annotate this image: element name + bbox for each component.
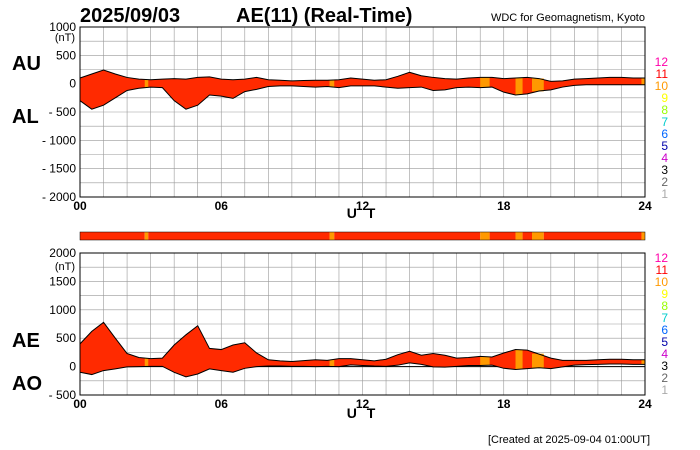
station-count-label: 10 [655, 275, 669, 289]
status-segment [515, 232, 523, 240]
station-count-label: 12 [655, 55, 669, 69]
station-count-label: 5 [661, 139, 668, 153]
x-tick-label: 18 [497, 397, 511, 411]
station-count-label: 10 [655, 79, 669, 93]
unit-label: (nT) [55, 32, 75, 44]
status-segment [80, 232, 145, 240]
highlight-band [144, 358, 149, 367]
highlight-band [144, 79, 149, 88]
series-line-ao [79, 362, 645, 378]
plot-frame [79, 26, 646, 198]
station-count-label: 8 [661, 299, 668, 313]
highlight-band [532, 353, 544, 368]
lower-index-label: AO [12, 373, 42, 395]
status-bar [79, 231, 646, 241]
x-tick-label: 06 [215, 199, 229, 213]
y-tick-label: 500 [56, 331, 76, 345]
unit-label: (nT) [55, 261, 75, 273]
station-count-label: 11 [656, 263, 669, 277]
upper-index-label: AU [12, 53, 41, 75]
y-tick-label: 1000 [49, 20, 76, 34]
status-segment [489, 232, 516, 240]
status-segment [334, 232, 481, 240]
y-tick-label: - 500 [49, 388, 77, 402]
x-tick-label: 24 [638, 397, 652, 411]
station-count-label: 1 [661, 383, 668, 397]
status-segment [641, 232, 645, 240]
highlight-band [480, 77, 490, 88]
status-segment [543, 232, 642, 240]
highlight-band [480, 356, 490, 366]
station-count-label: 8 [661, 103, 668, 117]
upper-index-label: AE [12, 330, 40, 352]
y-tick-label: - 500 [49, 105, 77, 119]
station-count-label: 12 [655, 251, 669, 265]
series-line-al [79, 84, 645, 110]
lower-index-label: AL [12, 106, 39, 128]
created-timestamp: [Created at 2025-09-04 01:00UT] [488, 434, 650, 446]
y-tick-label: 0 [69, 360, 76, 374]
y-tick-label: - 1500 [42, 162, 76, 176]
status-segment [480, 232, 490, 240]
station-count-label: 7 [661, 311, 668, 325]
station-count-label: 1 [661, 187, 668, 201]
station-count-label: 3 [661, 359, 668, 373]
x-tick-label: 06 [215, 397, 229, 411]
station-count-label: 9 [661, 91, 668, 105]
status-segment [532, 232, 544, 240]
x-axis-label: U T [347, 205, 379, 221]
highlight-band [515, 77, 523, 95]
station-count-label: 9 [661, 287, 668, 301]
y-tick-label: 2000 [49, 246, 76, 260]
station-count-label: 6 [661, 323, 668, 337]
highlight-band [641, 78, 645, 85]
y-tick-label: 1000 [49, 303, 76, 317]
y-tick-label: - 1000 [42, 133, 76, 147]
x-tick-label: 12 [356, 199, 370, 213]
station-count-label: 2 [661, 175, 668, 189]
highlight-band [329, 359, 335, 367]
station-count-label: 4 [661, 347, 668, 361]
y-tick-label: 1500 [49, 274, 76, 288]
station-count-label: 11 [656, 67, 669, 81]
x-axis-label: U T [347, 405, 379, 421]
x-tick-label: 12 [356, 397, 370, 411]
station-count-label: 4 [661, 151, 668, 165]
x-tick-label: 00 [73, 199, 87, 213]
highlight-band [515, 349, 523, 370]
highlight-band [329, 80, 335, 87]
data-source: WDC for Geomagnetism, Kyoto [491, 12, 645, 24]
station-count-label: 7 [661, 115, 668, 129]
status-bar-frame [79, 231, 646, 241]
status-segment [144, 232, 149, 240]
x-tick-label: 00 [73, 397, 87, 411]
station-count-label: 5 [661, 335, 668, 349]
station-count-label: 3 [661, 163, 668, 177]
chart-title: AE(11) (Real-Time) [236, 5, 412, 27]
station-count-label: 2 [661, 371, 668, 385]
highlight-band [532, 78, 544, 92]
series-line-au [79, 69, 645, 82]
plot-frame [79, 252, 646, 396]
y-tick-label: 0 [69, 77, 76, 91]
x-tick-label: 18 [497, 199, 511, 213]
highlight-band [641, 359, 645, 365]
status-segment [329, 232, 335, 240]
area-fill [80, 322, 645, 377]
y-tick-label: 500 [56, 48, 76, 62]
status-segment [148, 232, 330, 240]
chart-date: 2025/09/03 [80, 5, 180, 27]
y-tick-label: - 2000 [42, 190, 76, 204]
status-segment [522, 232, 532, 240]
area-fill [80, 70, 645, 110]
series-line-ae [79, 321, 645, 362]
x-tick-label: 24 [638, 199, 652, 213]
station-count-label: 6 [661, 127, 668, 141]
